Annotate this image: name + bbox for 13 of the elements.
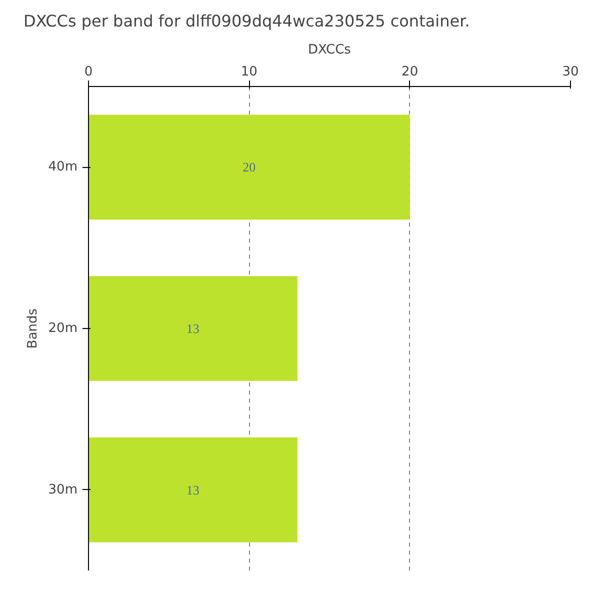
data-label: 20 [242,160,256,175]
y-tick-label: 30m [48,482,78,498]
y-axis-title: Bands [25,308,40,349]
x-tick-label: 0 [84,64,93,80]
x-tick-label: 30 [562,64,579,80]
data-label: 13 [186,482,200,498]
x-tick-label: 20 [402,64,418,80]
y-tick-label: 20m [48,321,78,336]
x-axis-title: DXCCs [308,42,352,58]
data-label: 13 [186,321,200,336]
chart-title: DXCCs per band for dlff0909dq44wca230525 container. [24,12,470,30]
y-tick-label: 40m [48,160,78,175]
x-tick-label: 10 [240,64,258,80]
